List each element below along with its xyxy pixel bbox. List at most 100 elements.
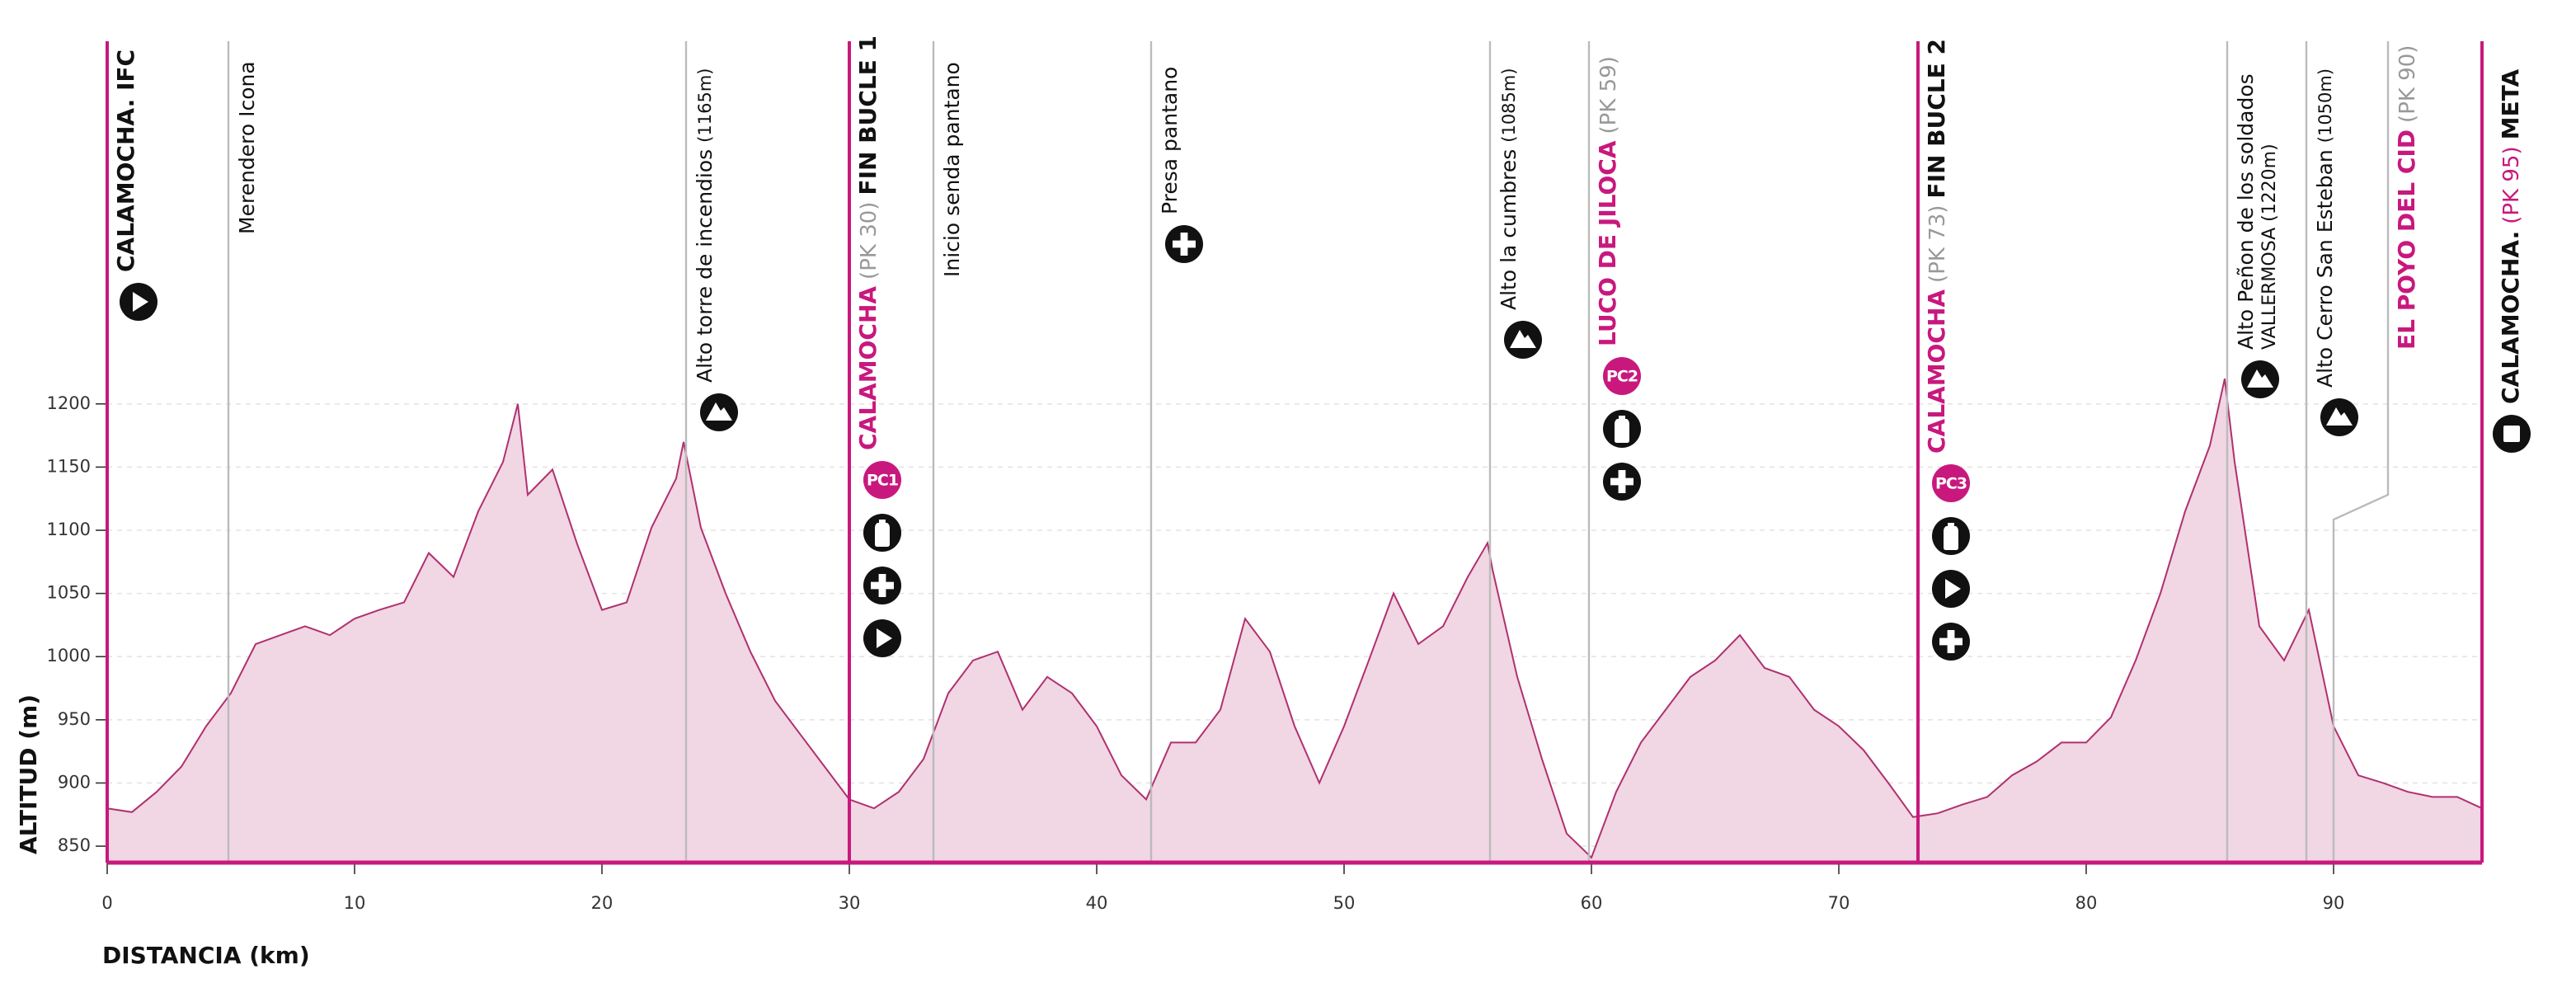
icon-play: [863, 619, 901, 657]
waypoint-name: Presa pantano: [1158, 67, 1182, 214]
waypoint-name: LUCO DE JILOCA: [1594, 140, 1621, 346]
waypoint-detail: (PK 90): [2395, 45, 2420, 123]
icon-circle: [1603, 357, 1641, 395]
x-tick-label: 80: [2075, 893, 2098, 913]
waypoint-label: LUCO DE JILOCA (PK 59): [1594, 56, 1621, 346]
icon-glyph: [1610, 470, 1634, 493]
icon-glyph: [871, 574, 894, 597]
icon-pc: PC1: [863, 461, 901, 499]
x-tick-label: 70: [1828, 893, 1850, 913]
waypoint-name: Alto Cerro San Esteban: [2313, 149, 2337, 388]
icon-bottle: [1932, 517, 1970, 555]
y-tick-label: 950: [58, 709, 91, 729]
y-tick-label: 1100: [47, 520, 91, 539]
icon-circle: [863, 461, 901, 499]
waypoint-label: Alto Cerro San Esteban (1050m): [2313, 68, 2337, 388]
waypoint-detail: (1085m): [1499, 68, 1519, 142]
icon-glyph: [1945, 579, 1961, 599]
x-tick-label: 30: [839, 893, 861, 913]
waypoint-label: Alto torre de incendios (1165m): [693, 68, 717, 383]
icon-pc: PC2: [1603, 357, 1641, 395]
icon-glyph: [875, 520, 890, 547]
waypoint-name: Alto torre de incendios: [693, 149, 717, 383]
y-tick-label: 1150: [47, 456, 91, 476]
y-tick-label: 1050: [47, 583, 91, 603]
waypoint-name: CALAMOCHA.: [2497, 231, 2524, 404]
waypoint-detail: (PK 30): [857, 202, 881, 280]
waypoint-name: Alto la cumbres: [1497, 149, 1521, 310]
x-axis-label: DISTANCIA (km): [102, 942, 310, 969]
waypoint-suffix: META: [2497, 68, 2524, 139]
waypoint-label: CALAMOCHA (PK 30) FIN BUCLE 1: [854, 35, 881, 450]
x-tick-label: 50: [1333, 893, 1356, 913]
icon-play: [1932, 570, 1970, 608]
x-tick-label: 20: [591, 893, 613, 913]
waypoint-detail: (1165m): [695, 68, 715, 143]
waypoint-label: EL POYO DEL CID (PK 90): [2393, 45, 2420, 350]
icon-glyph: [2247, 369, 2273, 388]
icon-glyph: [1173, 233, 1196, 256]
waypoint-name: CALAMOCHA: [854, 286, 881, 450]
waypoint-suffix: FIN BUCLE 2: [1923, 39, 1950, 199]
waypoint-name: CALAMOCHA: [1923, 289, 1950, 454]
waypoint-label: CALAMOCHA. (PK 95) META: [2497, 68, 2524, 404]
icon-mtn: [1504, 321, 1542, 359]
icon-mtn: [700, 393, 738, 431]
waypoint-name: CALAMOCHA. IFC: [112, 49, 139, 272]
x-tick-label: 90: [2323, 893, 2345, 913]
x-tick-label: 0: [101, 893, 112, 913]
icon-bottle: [1603, 410, 1641, 448]
waypoint-detail: (PK 59): [1596, 56, 1621, 134]
icon-glyph: [1939, 630, 1963, 653]
y-tick-label: 900: [58, 772, 91, 792]
icon-mtn: [2241, 360, 2279, 398]
waypoint-name: Merendero Icona: [235, 61, 259, 234]
icon-glyph: [2503, 426, 2520, 442]
icon-glyph: [706, 402, 732, 421]
icon-glyph: [877, 628, 892, 648]
icon-plus: [863, 567, 901, 604]
icon-glyph: [1510, 330, 1536, 348]
y-tick-label: 850: [58, 835, 91, 855]
x-tick-label: 40: [1086, 893, 1108, 913]
y-tick-label: 1000: [47, 646, 91, 666]
checkpoint-label: PC2: [1606, 368, 1638, 386]
icon-stop: [2493, 415, 2531, 453]
icon-pc: PC3: [1932, 464, 1970, 502]
icon-plus: [1603, 463, 1641, 501]
icon-glyph: [1944, 523, 1958, 550]
waypoint-detail: (PK 95): [2499, 146, 2524, 223]
waypoint-name: EL POYO DEL CID: [2393, 129, 2420, 350]
waypoint-label: Alto la cumbres (1085m): [1497, 68, 1521, 310]
waypoint-detail: (1050m): [2315, 68, 2335, 143]
waypoint-label: Merendero Icona: [235, 61, 259, 234]
waypoint-line: [2332, 41, 2390, 863]
icon-play: [120, 283, 157, 321]
icon-bottle: [863, 514, 901, 552]
waypoint-label: CALAMOCHA (PK 73) FIN BUCLE 2: [1923, 39, 1950, 454]
waypoint-suffix: FIN BUCLE 1: [854, 35, 881, 195]
icon-glyph: [2326, 407, 2353, 426]
x-tick-label: 10: [344, 893, 366, 913]
icon-plus: [1932, 623, 1970, 661]
icon-circle: [1932, 464, 1970, 502]
profile-area: [107, 379, 2482, 863]
icon-glyph: [1615, 416, 1629, 443]
waypoint-label: CALAMOCHA. IFC: [112, 49, 139, 272]
checkpoint-label: PC3: [1935, 475, 1967, 493]
y-tick-label: 1200: [47, 393, 91, 413]
profile-line: [106, 378, 2483, 859]
icon-mtn: [2320, 398, 2358, 436]
waypoint-label: Inicio senda pantano: [940, 62, 964, 277]
waypoint-detail: (PK 73): [1925, 205, 1950, 283]
x-tick-label: 60: [1581, 893, 1603, 913]
checkpoint-label: PC1: [867, 472, 898, 490]
icon-plus: [1165, 225, 1203, 263]
y-axis-label: ALTITUD (m): [15, 694, 42, 854]
waypoint-label-line2: VALLERMOSA (1220m): [2259, 143, 2280, 350]
waypoint-name: Inicio senda pantano: [940, 62, 964, 277]
waypoint-name: Alto Peñon de los soldados: [2234, 73, 2258, 350]
waypoint-label: Alto Peñon de los soldados: [2234, 73, 2258, 350]
